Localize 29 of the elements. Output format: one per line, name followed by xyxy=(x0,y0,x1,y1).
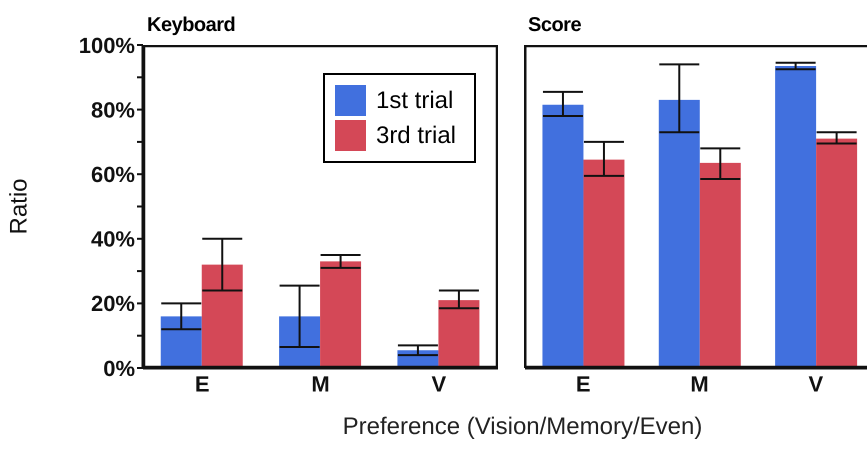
bar xyxy=(658,100,700,368)
y-axis-title: Ratio xyxy=(6,178,33,235)
bar xyxy=(700,162,741,368)
y-tick-label: 60% xyxy=(90,162,135,188)
bar xyxy=(583,160,624,368)
bar xyxy=(320,261,362,368)
bar xyxy=(542,104,584,368)
x-axis-title: Preference (Vision/Memory/Even) xyxy=(342,413,704,441)
legend-label: 1st trial xyxy=(376,86,454,114)
y-tick-label: 80% xyxy=(90,97,135,122)
chart-title: Score xyxy=(528,14,582,37)
x-tick-label: E xyxy=(194,372,210,397)
bar xyxy=(775,66,816,368)
y-tick-label: 40% xyxy=(90,226,135,252)
x-tick-label: V xyxy=(808,372,824,397)
chart-title: Keyboard xyxy=(147,14,236,37)
x-tick-label: M xyxy=(311,372,330,397)
bar xyxy=(438,300,480,368)
y-tick-label: 100% xyxy=(78,32,135,58)
y-tick-label: 20% xyxy=(90,291,135,316)
legend-label: 3rd trial xyxy=(376,122,456,150)
y-tick-label: 0% xyxy=(103,356,135,381)
x-tick-label: E xyxy=(576,372,591,397)
x-tick-label: V xyxy=(431,372,446,397)
bar xyxy=(160,316,202,368)
bar xyxy=(202,264,243,368)
bar xyxy=(279,316,320,368)
x-tick-label: M xyxy=(690,372,709,397)
bar xyxy=(816,138,858,368)
